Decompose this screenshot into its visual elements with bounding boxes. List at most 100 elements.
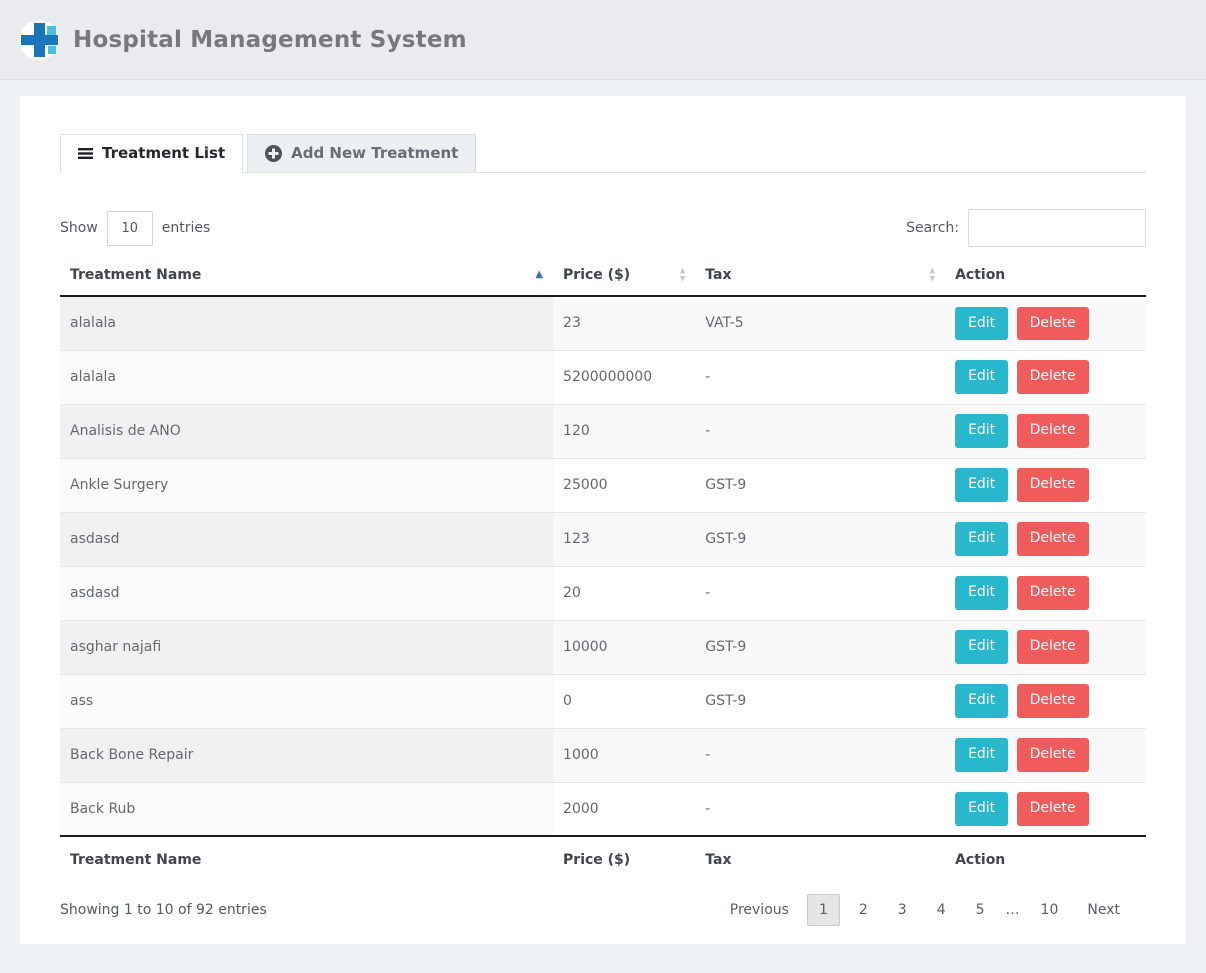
column-header-treatment-name[interactable]: Treatment Name ▲ — [60, 255, 553, 296]
action-cell: Edit Delete — [945, 620, 1146, 674]
price-cell: 2000 — [553, 782, 695, 836]
edit-button[interactable]: Edit — [955, 738, 1008, 772]
pagination-page-10[interactable]: 10 — [1030, 895, 1070, 925]
pagination-page-2[interactable]: 2 — [848, 895, 879, 925]
table-row: Ankle Surgery 25000 GST-9 Edit Delete — [60, 458, 1146, 512]
price-cell: 120 — [553, 404, 695, 458]
tax-cell: GST-9 — [695, 512, 945, 566]
treatment-name-cell: Back Bone Repair — [60, 728, 553, 782]
column-header-price[interactable]: Price ($) ▲▼ — [553, 255, 695, 296]
delete-button[interactable]: Delete — [1017, 684, 1089, 718]
sort-icons: ▲▼ — [930, 268, 935, 283]
tax-cell: GST-9 — [695, 674, 945, 728]
price-cell: 1000 — [553, 728, 695, 782]
table-footer: Treatment Name Price ($) Tax Action — [60, 836, 1146, 883]
treatment-name-cell: Analisis de ANO — [60, 404, 553, 458]
edit-button[interactable]: Edit — [955, 414, 1008, 448]
edit-button[interactable]: Edit — [955, 360, 1008, 394]
action-cell: Edit Delete — [945, 404, 1146, 458]
action-cell: Edit Delete — [945, 782, 1146, 836]
table-row: ass 0 GST-9 Edit Delete — [60, 674, 1146, 728]
content-card: Treatment List Add New Treatment Show 10… — [20, 96, 1186, 944]
entries-control: Show 10 entries — [60, 211, 210, 246]
entries-select[interactable]: 10 — [107, 211, 153, 246]
treatment-name-cell: alalala — [60, 350, 553, 404]
table-header: Treatment Name ▲ Price ($) ▲▼ Tax ▲▼ Act… — [60, 255, 1146, 296]
price-cell: 10000 — [553, 620, 695, 674]
edit-button[interactable]: Edit — [955, 307, 1008, 341]
pagination-page-1[interactable]: 1 — [807, 894, 840, 926]
price-cell: 5200000000 — [553, 350, 695, 404]
footer-header-treatment-name: Treatment Name — [60, 836, 553, 883]
tax-cell: GST-9 — [695, 620, 945, 674]
column-label: Action — [955, 267, 1005, 283]
delete-button[interactable]: Delete — [1017, 414, 1089, 448]
edit-button[interactable]: Edit — [955, 684, 1008, 718]
search-label: Search: — [906, 220, 959, 236]
action-cell: Edit Delete — [945, 674, 1146, 728]
tax-cell: - — [695, 566, 945, 620]
treatment-name-cell: asghar najafi — [60, 620, 553, 674]
pagination-next[interactable]: Next — [1073, 894, 1134, 926]
delete-button[interactable]: Delete — [1017, 792, 1089, 826]
tab-treatment-list[interactable]: Treatment List — [60, 134, 243, 173]
tax-cell: - — [695, 782, 945, 836]
tab-bar: Treatment List Add New Treatment — [60, 134, 1146, 173]
pagination-previous[interactable]: Previous — [716, 894, 803, 926]
entries-label: entries — [162, 220, 211, 236]
action-cell: Edit Delete — [945, 728, 1146, 782]
edit-button[interactable]: Edit — [955, 522, 1008, 556]
delete-button[interactable]: Delete — [1017, 630, 1089, 664]
sort-icons: ▲▼ — [680, 268, 685, 283]
delete-button[interactable]: Delete — [1017, 738, 1089, 772]
pagination-pages: 12345 … 10 — [803, 894, 1073, 926]
column-header-tax[interactable]: Tax ▲▼ — [695, 255, 945, 296]
edit-button[interactable]: Edit — [955, 630, 1008, 664]
sort-ascending-icon: ▲ — [535, 270, 543, 280]
treatment-name-cell: ass — [60, 674, 553, 728]
hospital-cross-icon — [18, 17, 64, 63]
delete-button[interactable]: Delete — [1017, 468, 1089, 502]
pagination-page-4[interactable]: 4 — [926, 895, 957, 925]
footer-header-tax: Tax — [695, 836, 945, 883]
plus-circle-icon — [265, 145, 282, 162]
edit-button[interactable]: Edit — [955, 576, 1008, 610]
edit-button[interactable]: Edit — [955, 468, 1008, 502]
action-cell: Edit Delete — [945, 350, 1146, 404]
app-title: Hospital Management System — [73, 27, 467, 53]
price-cell: 23 — [553, 296, 695, 350]
table-body: alalala 23 VAT-5 Edit Delete alalala 520… — [60, 296, 1146, 836]
tax-cell: GST-9 — [695, 458, 945, 512]
table-row: Analisis de ANO 120 - Edit Delete — [60, 404, 1146, 458]
tax-cell: - — [695, 404, 945, 458]
delete-button[interactable]: Delete — [1017, 522, 1089, 556]
show-label: Show — [60, 220, 98, 236]
app-header: Hospital Management System — [0, 0, 1206, 80]
table-foot-bar: Showing 1 to 10 of 92 entries Previous 1… — [60, 885, 1146, 926]
treatment-name-cell: asdasd — [60, 566, 553, 620]
column-label: Treatment Name — [70, 267, 201, 283]
tab-add-new-treatment[interactable]: Add New Treatment — [247, 134, 476, 173]
delete-button[interactable]: Delete — [1017, 307, 1089, 341]
pagination: Previous 12345 … 10 Next — [716, 894, 1146, 926]
column-label: Tax — [705, 267, 731, 283]
footer-header-action: Action — [945, 836, 1146, 883]
pagination-page-5[interactable]: 5 — [965, 895, 996, 925]
delete-button[interactable]: Delete — [1017, 576, 1089, 610]
search-input[interactable] — [968, 209, 1146, 247]
pagination-ellipsis: … — [1004, 895, 1022, 925]
footer-header-price: Price ($) — [553, 836, 695, 883]
pagination-page-3[interactable]: 3 — [887, 895, 918, 925]
table-row: alalala 23 VAT-5 Edit Delete — [60, 296, 1146, 350]
table-info: Showing 1 to 10 of 92 entries — [60, 902, 267, 918]
edit-button[interactable]: Edit — [955, 792, 1008, 826]
treatment-name-cell: Back Rub — [60, 782, 553, 836]
table-row: alalala 5200000000 - Edit Delete — [60, 350, 1146, 404]
table-row: Back Bone Repair 1000 - Edit Delete — [60, 728, 1146, 782]
delete-button[interactable]: Delete — [1017, 360, 1089, 394]
price-cell: 0 — [553, 674, 695, 728]
column-header-action: Action — [945, 255, 1146, 296]
price-cell: 25000 — [553, 458, 695, 512]
table-row: asdasd 123 GST-9 Edit Delete — [60, 512, 1146, 566]
treatment-name-cell: alalala — [60, 296, 553, 350]
